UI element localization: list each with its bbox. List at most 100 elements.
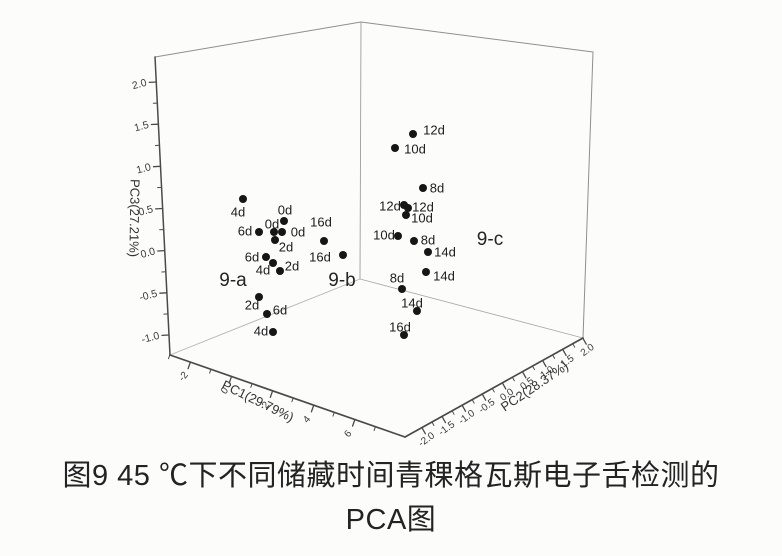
pc3-axis-tick-label: 1.0: [135, 161, 152, 176]
data-point-label: 14d: [433, 269, 455, 284]
data-point-label: 16d: [389, 320, 411, 335]
box-right-edge: [582, 51, 594, 339]
pc3-axis-tick-label: 2.0: [131, 77, 148, 92]
pc1-axis-minor-tick: [250, 383, 253, 388]
data-point: [278, 228, 286, 236]
data-point: [402, 211, 410, 219]
pc3-axis-tick-label: 1.5: [133, 119, 150, 134]
pc1-axis-tick-label: 2: [260, 399, 272, 411]
pc2-axis-minor-tick: [491, 387, 495, 393]
pc2-axis-tick-label: -1.5: [437, 419, 458, 438]
pc1-axis-major-tick: [187, 361, 192, 370]
pc1-axis-minor-tick: [291, 397, 294, 403]
pc1-axis-major-tick: [228, 375, 233, 384]
figure-caption-line2: PCA图: [345, 504, 437, 536]
pc1-axis-tick-label: 6: [342, 428, 354, 440]
data-point: [262, 253, 270, 261]
box-top-left-edge: [154, 21, 362, 58]
pc1-axis-minor-tick: [209, 368, 212, 374]
data-point: [394, 232, 402, 240]
data-point-label: 2d: [245, 298, 259, 313]
data-point: [424, 248, 432, 256]
pc1-axis-major-tick: [310, 404, 315, 413]
pc1-axis-tick-label: 0: [219, 385, 231, 397]
data-point: [255, 228, 263, 236]
data-point-label: 4d: [256, 263, 270, 278]
pc2-axis-tick-label: -0.5: [477, 397, 498, 416]
pc2-axis-minor-tick: [451, 410, 455, 415]
pc1-axis-tick-label: 4: [301, 414, 313, 426]
figure-caption-line1: 图9 45 ℃下不同储藏时间青稞格瓦斯电子舌检测的: [62, 460, 720, 492]
pc2-axis-minor-tick: [471, 399, 475, 404]
box-top-right-edge: [360, 21, 594, 53]
data-point-label: 12d: [412, 200, 434, 215]
pc2-axis-major-tick: [441, 415, 447, 424]
data-point-label: 6d: [273, 303, 287, 318]
pc3-axis-tick-label: 0.5: [137, 203, 154, 218]
data-point-label: 0d: [278, 203, 292, 218]
data-point-label: 14d: [434, 245, 456, 260]
data-point: [269, 259, 277, 267]
data-point: [413, 307, 421, 315]
data-point-label: 0d: [265, 217, 279, 232]
pc2-axis-major-tick: [562, 348, 567, 357]
data-point-label: 12d: [379, 199, 401, 214]
data-point-label: 4d: [254, 324, 268, 339]
pc2-axis-tick-label: 2.0: [579, 342, 597, 359]
pc2-axis-minor-tick: [572, 343, 576, 348]
data-point: [422, 268, 430, 276]
pc2-axis-minor-tick: [552, 354, 556, 359]
floor-back-right-edge: [359, 278, 584, 339]
data-point-label: 2d: [279, 240, 293, 255]
data-point-label: 8d: [421, 233, 435, 248]
data-point-label: 8d: [390, 271, 404, 286]
cluster-label: 9-a: [219, 270, 247, 291]
data-point: [410, 237, 418, 245]
pc2-axis-major-tick: [582, 337, 587, 345]
pc1-axis-major-tick: [269, 390, 274, 399]
pc3-axis-title: PC3(27.21%): [126, 179, 142, 257]
data-point: [263, 310, 271, 318]
data-point-label: 10d: [411, 211, 433, 226]
pc1-axis-tick-label: -2: [177, 369, 191, 383]
data-point-label: 6d: [238, 224, 252, 239]
pc1-axis-major-tick: [351, 418, 356, 427]
pc1-axis-title: PC1(29.79%): [220, 377, 297, 425]
data-point-label: 16d: [310, 215, 332, 230]
cluster-label: 9-c: [477, 229, 503, 250]
data-point: [391, 144, 399, 152]
data-point: [271, 236, 279, 244]
data-point-label: 12d: [423, 123, 445, 138]
data-point: [339, 251, 347, 259]
pc2-axis-minor-tick: [532, 365, 535, 371]
pc1-axis-minor-tick: [373, 426, 376, 431]
data-point: [276, 267, 284, 275]
pc1-axis-line: [169, 354, 406, 438]
data-point-label: 16d: [309, 250, 331, 265]
pc3-axis-line: [154, 56, 171, 356]
cluster-label: 9-b: [328, 270, 355, 291]
data-point: [255, 293, 263, 301]
data-point: [269, 328, 277, 336]
data-point: [320, 237, 328, 245]
data-point-label: 4d: [231, 205, 245, 220]
pc2-axis-tick-label: -2.0: [417, 430, 438, 449]
pc2-axis-major-tick: [481, 393, 487, 401]
data-point-label: 2d: [285, 259, 299, 274]
data-point: [239, 195, 247, 203]
pc1-axis-minor-tick: [168, 354, 171, 360]
pc2-axis-major-tick: [421, 426, 426, 435]
data-point-label: 8d: [430, 181, 444, 196]
pc2-axis-major-tick: [541, 359, 547, 368]
pc2-axis-line: [404, 337, 584, 438]
pc2-axis-minor-tick: [431, 421, 435, 426]
pc2-axis-major-tick: [461, 404, 467, 412]
data-point: [409, 130, 417, 138]
data-point: [270, 228, 278, 236]
figure-caption: 图9 45 ℃下不同储藏时间青稞格瓦斯电子舌检测的 PCA图: [0, 454, 782, 542]
pc2-axis-minor-tick: [511, 376, 515, 382]
data-point: [404, 204, 412, 212]
pc3-axis-tick-label: 0.0: [139, 245, 156, 260]
data-point: [419, 184, 427, 192]
